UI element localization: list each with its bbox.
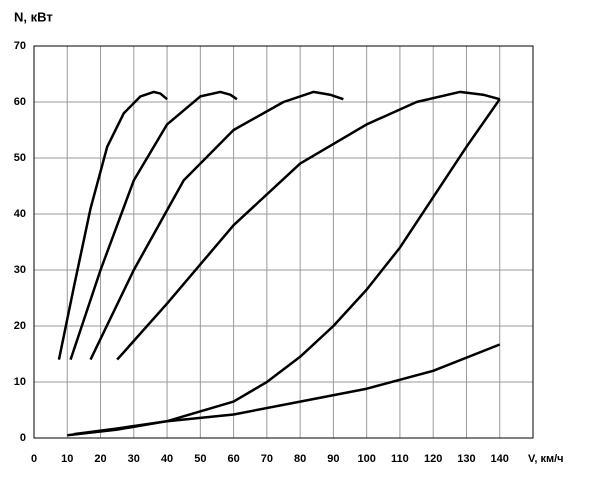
x-tick-label: 110: [391, 453, 409, 465]
line: [57, 90, 168, 360]
x-tick-label: 60: [227, 453, 239, 465]
plot-frame: [33, 45, 534, 439]
x-tick-label: 10: [61, 453, 73, 465]
x-tick-label: 50: [194, 453, 206, 465]
y-tick-label: 20: [14, 320, 26, 332]
x-tick-label: 140: [491, 453, 509, 465]
line: [116, 90, 501, 361]
y-axis-title: N, кВт: [14, 9, 53, 24]
x-tick-label: 0: [31, 453, 37, 465]
y-tick-label: 60: [14, 96, 26, 108]
y-tick-label: 50: [14, 152, 26, 164]
y-tick-label: 10: [14, 376, 26, 388]
line: [69, 90, 238, 360]
x-tick-label: 20: [94, 453, 106, 465]
x-axis-title: V, км/ч: [528, 453, 564, 465]
line: [73, 343, 501, 436]
x-tick-label: 90: [327, 453, 339, 465]
x-tick-label: 100: [357, 453, 375, 465]
x-tick-label: 130: [457, 453, 475, 465]
y-tick-label: 30: [14, 264, 26, 276]
x-tick-label: 40: [161, 453, 173, 465]
x-tick-label: 80: [294, 453, 306, 465]
line: [89, 90, 344, 361]
x-tick-label: 120: [424, 453, 442, 465]
y-tick-label: 40: [14, 208, 26, 220]
line: [67, 98, 501, 437]
x-tick-label: 30: [128, 453, 140, 465]
x-tick-label: 70: [261, 453, 273, 465]
y-tick-label: 70: [14, 40, 26, 52]
y-tick-label: 0: [20, 432, 26, 444]
